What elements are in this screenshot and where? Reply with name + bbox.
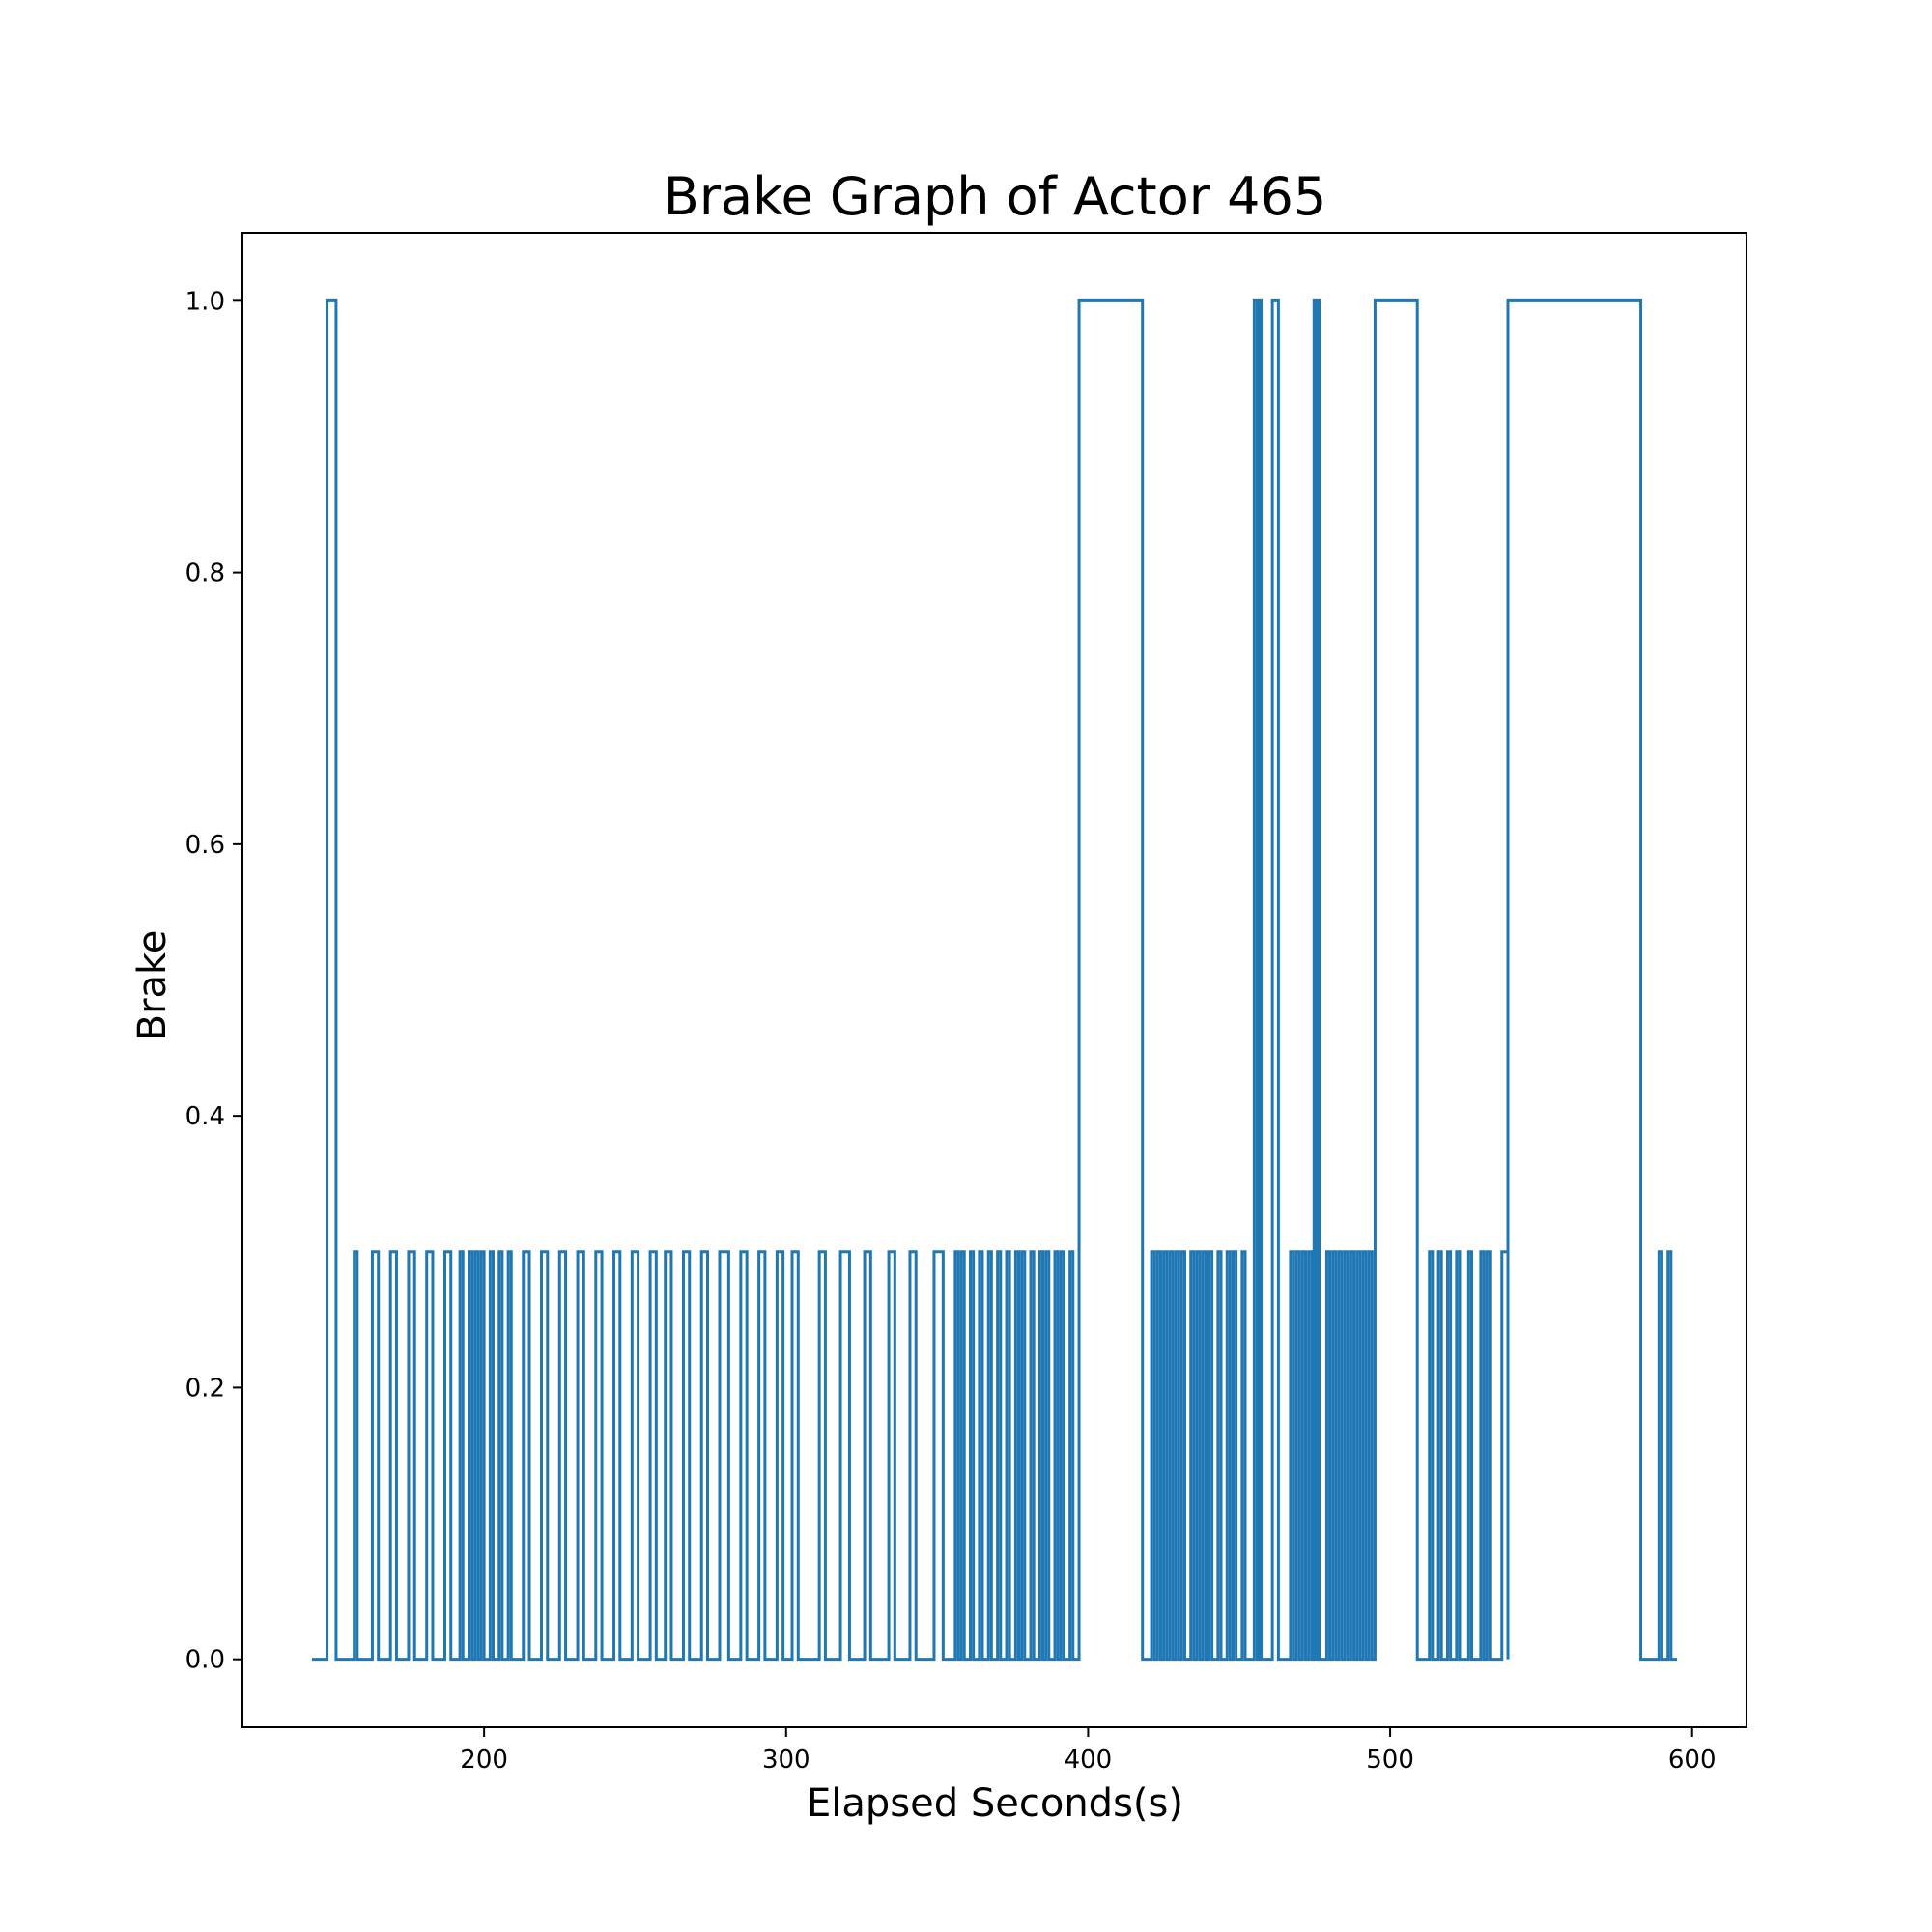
x-tick-label: 200 <box>460 1746 508 1775</box>
x-tick-label: 300 <box>762 1746 810 1775</box>
y-tick-label: 0.0 <box>185 1646 225 1675</box>
x-tick-label: 600 <box>1668 1746 1717 1775</box>
x-tick-label: 500 <box>1366 1746 1414 1775</box>
y-tick-label: 0.8 <box>185 559 225 588</box>
x-axis-label: Elapsed Seconds(s) <box>807 1781 1183 1826</box>
axes-frame <box>242 232 1747 1728</box>
x-axis: 200 300 400 500 600 <box>460 1727 1717 1775</box>
y-axis-label: Brake <box>130 930 175 1041</box>
chart-title: Brake Graph of Actor 465 <box>664 166 1326 227</box>
y-tick-label: 0.4 <box>185 1102 225 1131</box>
series-line-brake <box>311 298 1678 1662</box>
plot-area <box>311 298 1678 1662</box>
y-tick-label: 0.2 <box>185 1374 225 1403</box>
y-tick-label: 0.6 <box>185 831 225 860</box>
y-tick-label: 1.0 <box>185 287 225 316</box>
x-tick-label: 400 <box>1065 1746 1113 1775</box>
y-axis: 0.0 0.2 0.4 0.6 0.8 1.0 <box>185 287 242 1675</box>
